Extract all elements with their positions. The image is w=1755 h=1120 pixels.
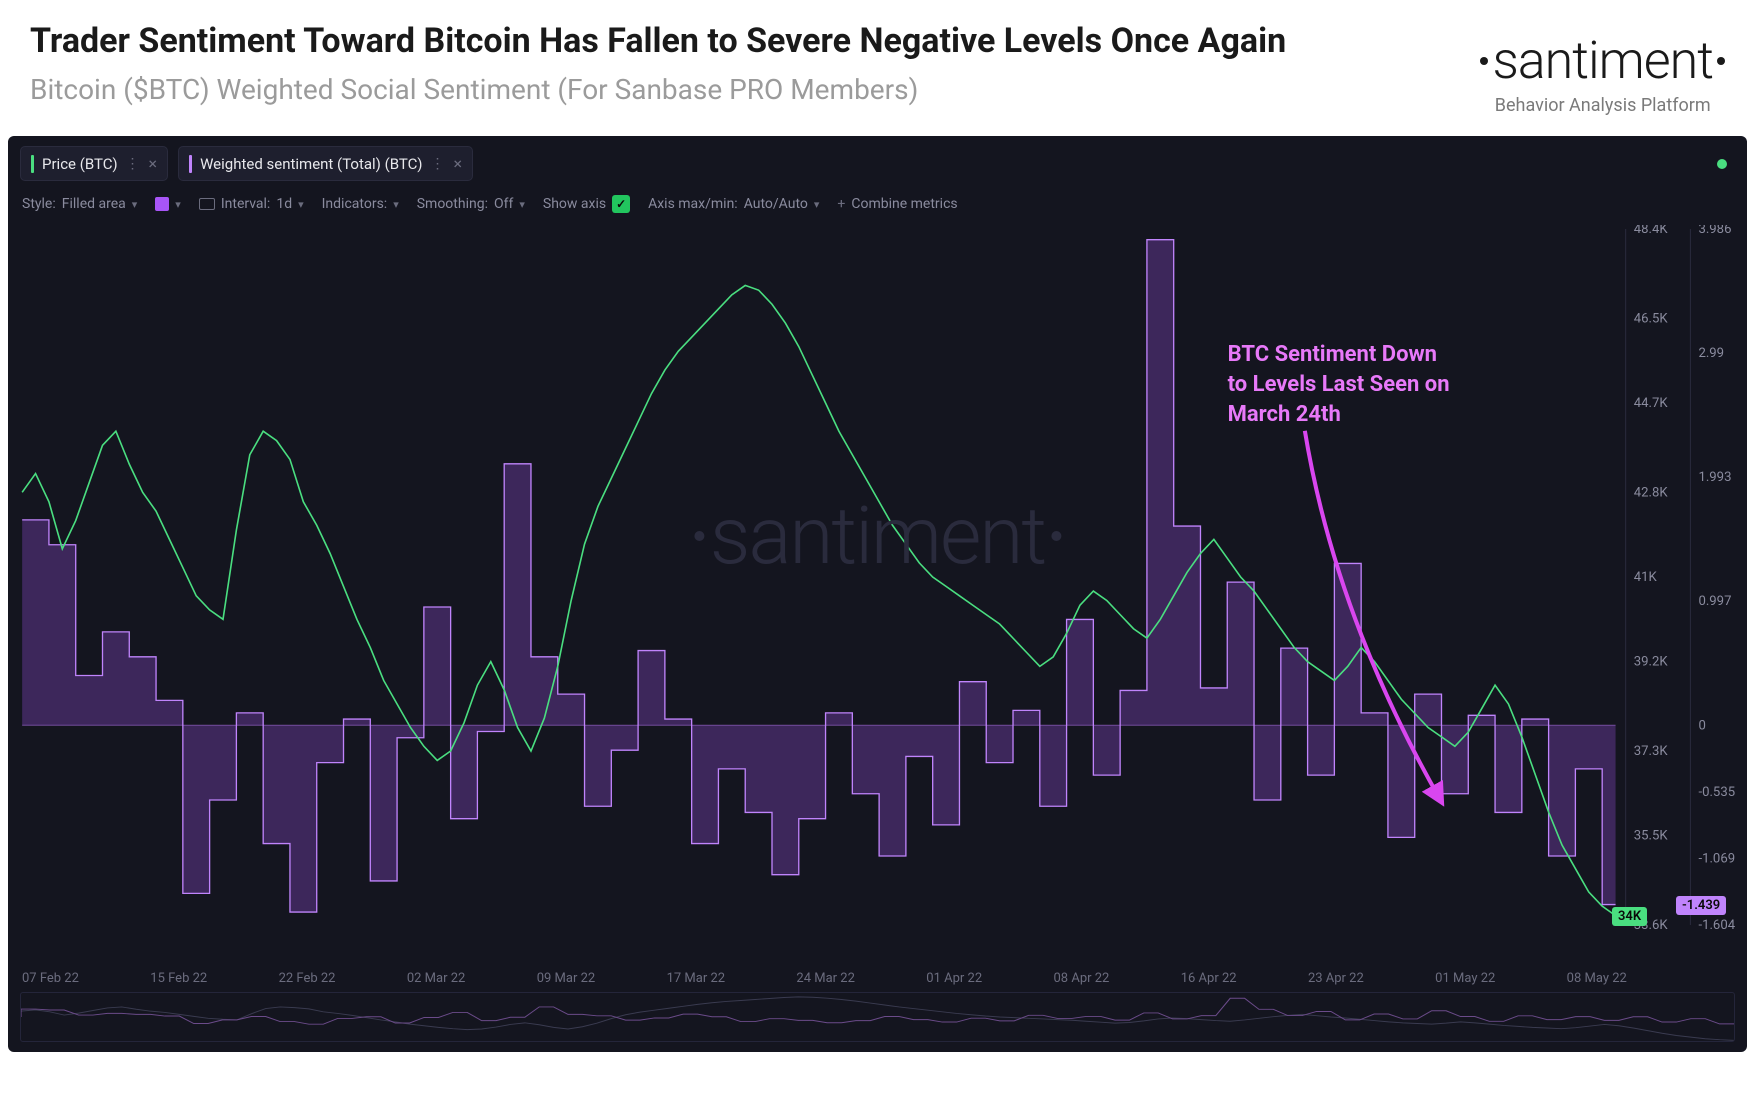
svg-text:2.99: 2.99 (1698, 346, 1724, 361)
x-tick-label: 24 Mar 22 (796, 971, 855, 986)
style-label: Style: (22, 196, 56, 212)
price-current-badge: 34K (1612, 907, 1647, 926)
plus-icon: + (837, 196, 845, 212)
x-tick-label: 02 Mar 22 (407, 971, 466, 986)
sentiment-current-badge: -1.439 (1676, 896, 1726, 915)
chevron-down-icon: ▾ (175, 198, 181, 211)
legend-color[interactable]: ▾ (155, 197, 181, 211)
chevron-down-icon: ▾ (298, 198, 304, 211)
brand-name: santiment (1480, 30, 1725, 91)
kebab-icon[interactable]: ⋮ (430, 156, 445, 172)
combine-metrics-button[interactable]: + Combine metrics (837, 196, 957, 212)
chart-svg: 48.4K46.5K44.7K42.8K41K39.2K37.3K35.5K33… (8, 225, 1747, 965)
brand-logo: santiment Behavior Analysis Platform (1480, 20, 1725, 116)
x-axis-labels: 07 Feb 22 15 Feb 22 22 Feb 22 02 Mar 22 09 M… (8, 965, 1747, 990)
x-tick-label: 01 May 22 (1435, 971, 1495, 986)
x-tick-label: 08 May 22 (1567, 971, 1627, 986)
svg-text:0.997: 0.997 (1698, 594, 1731, 609)
style-value: Filled area (62, 196, 126, 212)
show-axis-toggle[interactable]: Show axis ✓ (543, 195, 630, 213)
chart-plot-area[interactable]: santiment 48.4K46.5K44.7K42.8K41K39.2K37… (8, 225, 1747, 965)
overview-svg (21, 993, 1734, 1041)
svg-text:48.4K: 48.4K (1634, 225, 1669, 237)
svg-text:44.7K: 44.7K (1634, 396, 1669, 411)
overview-scrubber[interactable] (20, 992, 1735, 1042)
chart-toolbar: Style: Filled area ▾ ▾ Interval: 1d ▾ In… (8, 189, 1747, 225)
chevron-down-icon: ▾ (519, 198, 525, 211)
x-tick-label: 22 Feb 22 (279, 971, 336, 986)
page-subtitle: Bitcoin ($BTC) Weighted Social Sentiment… (30, 73, 1480, 106)
svg-text:3.986: 3.986 (1698, 225, 1731, 237)
chevron-down-icon: ▾ (132, 198, 138, 211)
x-tick-label: 01 Apr 22 (926, 971, 982, 986)
svg-text:46.5K: 46.5K (1634, 311, 1669, 326)
logo-dot-icon (1480, 57, 1488, 65)
logo-dot-icon (1717, 57, 1725, 65)
show-axis-label: Show axis (543, 196, 606, 212)
axis-minmax-selector[interactable]: Axis max/min: Auto/Auto ▾ (648, 196, 819, 212)
svg-text:42.8K: 42.8K (1634, 485, 1669, 500)
chart-card: Price (BTC) ⋮ × Weighted sentiment (Tota… (8, 136, 1747, 1052)
combine-label: Combine metrics (851, 196, 957, 212)
chip-color-stripe (189, 155, 192, 173)
interval-label: Interval: (221, 196, 271, 212)
close-icon[interactable]: × (453, 154, 462, 173)
svg-text:-1.604: -1.604 (1698, 918, 1735, 933)
x-tick-label: 23 Apr 22 (1308, 971, 1364, 986)
brand-name-text: santiment (1492, 30, 1713, 91)
svg-text:1.993: 1.993 (1698, 470, 1731, 485)
x-tick-label: 09 Mar 22 (537, 971, 596, 986)
chip-label: Price (BTC) (42, 155, 118, 173)
style-selector[interactable]: Style: Filled area ▾ (22, 196, 137, 212)
chip-color-stripe (31, 155, 34, 173)
smoothing-value: Off (494, 196, 513, 212)
axis-minmax-label: Axis max/min: (648, 196, 738, 212)
smoothing-selector[interactable]: Smoothing: Off ▾ (417, 196, 525, 212)
x-tick-label: 17 Mar 22 (667, 971, 726, 986)
header: Trader Sentiment Toward Bitcoin Has Fall… (0, 0, 1755, 132)
page-title: Trader Sentiment Toward Bitcoin Has Fall… (30, 20, 1480, 63)
calendar-icon (199, 198, 215, 210)
axis-minmax-value: Auto/Auto (744, 196, 808, 212)
interval-selector[interactable]: Interval: 1d ▾ (199, 196, 304, 212)
svg-text:41K: 41K (1634, 570, 1658, 585)
svg-text:39.2K: 39.2K (1634, 655, 1669, 670)
x-tick-label: 16 Apr 22 (1181, 971, 1237, 986)
svg-text:35.5K: 35.5K (1634, 829, 1669, 844)
checkbox-on-icon[interactable]: ✓ (612, 195, 630, 213)
connection-status-icon (1717, 159, 1727, 169)
metric-chip-sentiment[interactable]: Weighted sentiment (Total) (BTC) ⋮ × (178, 146, 473, 181)
interval-value: 1d (276, 196, 292, 212)
svg-text:37.3K: 37.3K (1634, 744, 1669, 759)
chevron-down-icon: ▾ (393, 198, 399, 211)
chip-label: Weighted sentiment (Total) (BTC) (200, 155, 422, 173)
metric-chip-price[interactable]: Price (BTC) ⋮ × (20, 146, 168, 181)
metric-chips-row: Price (BTC) ⋮ × Weighted sentiment (Tota… (8, 136, 1747, 189)
x-tick-label: 07 Feb 22 (22, 971, 79, 986)
x-tick-label: 15 Feb 22 (150, 971, 207, 986)
kebab-icon[interactable]: ⋮ (126, 156, 141, 172)
svg-text:0: 0 (1698, 718, 1705, 733)
brand-tagline: Behavior Analysis Platform (1495, 95, 1711, 116)
x-tick-label: 08 Apr 22 (1054, 971, 1110, 986)
color-swatch-icon (155, 197, 169, 211)
smoothing-label: Smoothing: (417, 196, 488, 212)
indicators-label: Indicators: (322, 196, 388, 212)
indicators-selector[interactable]: Indicators: ▾ (322, 196, 399, 212)
svg-text:-1.069: -1.069 (1698, 851, 1735, 866)
svg-text:-0.535: -0.535 (1698, 785, 1735, 800)
chevron-down-icon: ▾ (814, 198, 820, 211)
header-text: Trader Sentiment Toward Bitcoin Has Fall… (30, 20, 1480, 106)
close-icon[interactable]: × (149, 154, 158, 173)
